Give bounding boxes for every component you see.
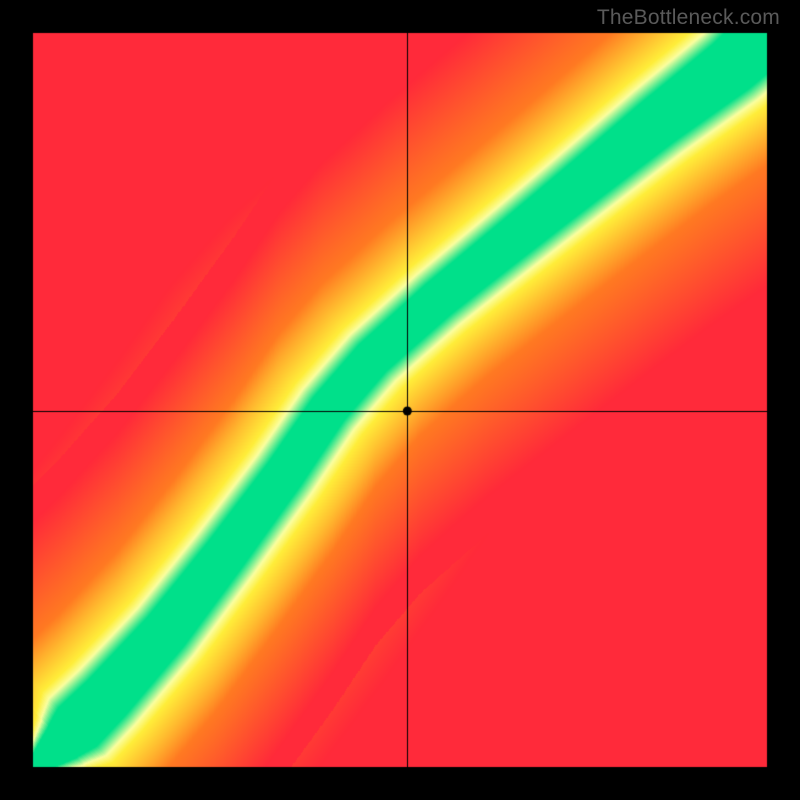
- stage: TheBottleneck.com: [0, 0, 800, 800]
- heatmap-canvas: [0, 0, 800, 800]
- watermark-text: TheBottleneck.com: [597, 6, 780, 30]
